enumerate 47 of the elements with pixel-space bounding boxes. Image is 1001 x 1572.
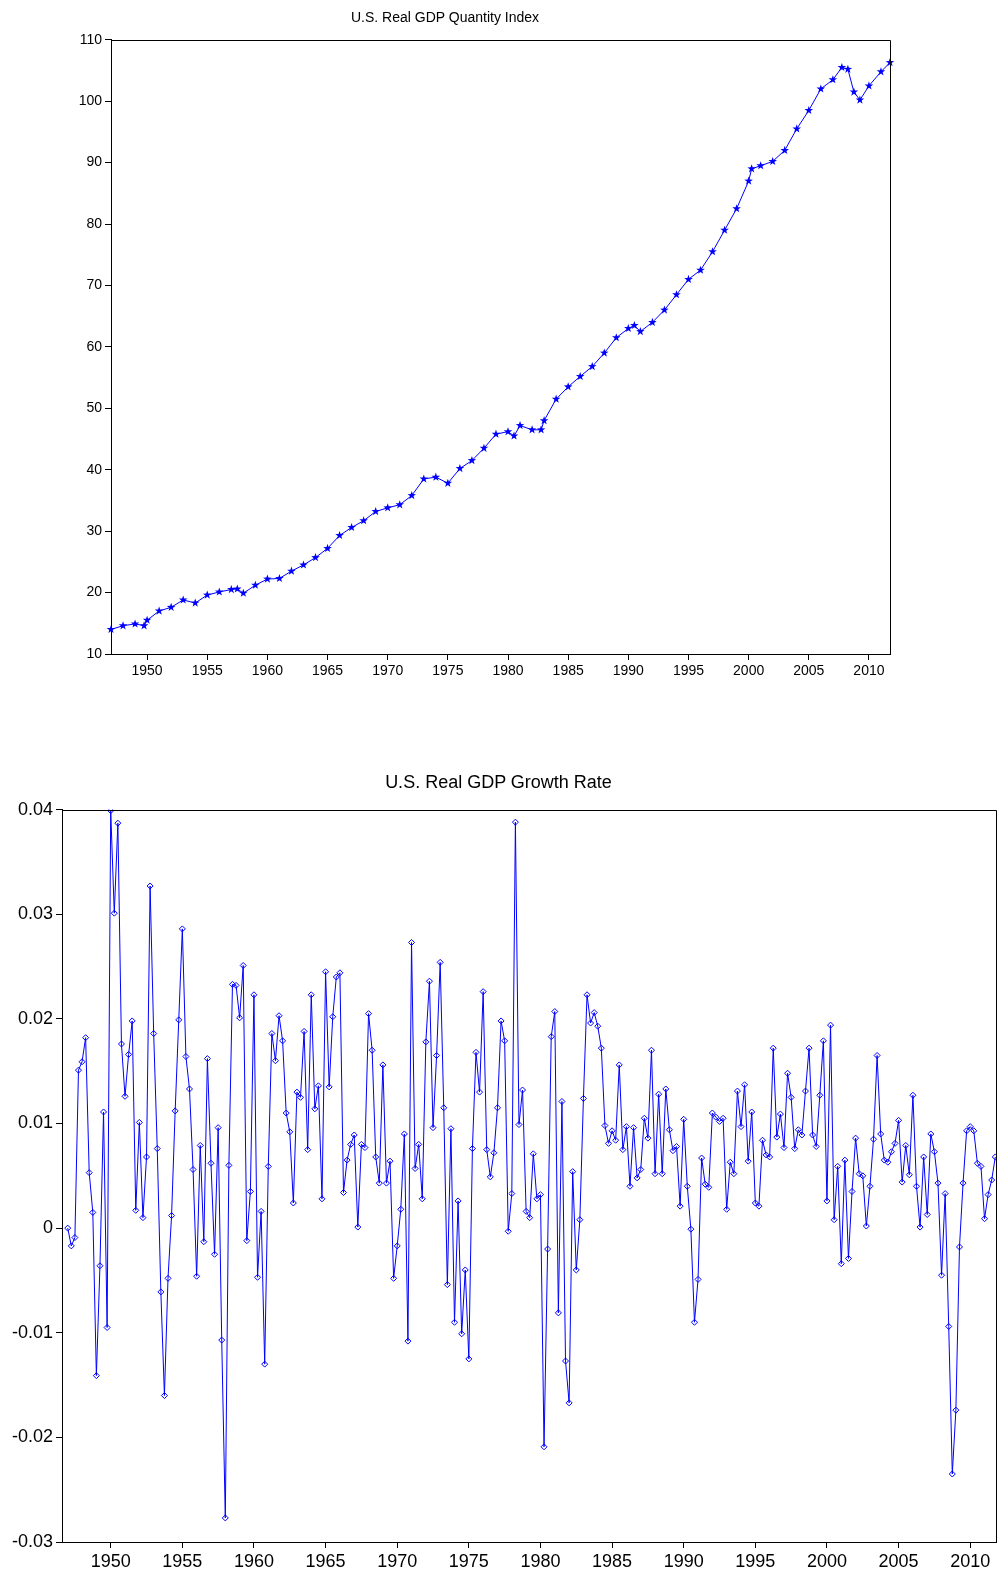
- y-tick-label: 100: [78, 92, 103, 109]
- x-tick-label: 2005: [878, 1550, 919, 1571]
- x-tick-label: 2010: [950, 1550, 991, 1571]
- x-tick-label: 1955: [191, 662, 224, 679]
- y-tick-label: -0.03: [11, 1530, 53, 1551]
- y-tick-label: 0.04: [17, 798, 53, 819]
- y-tick-label: 50: [86, 399, 103, 416]
- x-tick-label: 2000: [806, 1550, 847, 1571]
- y-tick-label: 0.02: [17, 1007, 53, 1028]
- x-tick-label: 1990: [663, 1550, 704, 1571]
- y-tick-label: -0.02: [11, 1426, 53, 1447]
- x-tick-label: 1970: [372, 662, 404, 679]
- chart-title: U.S. Real GDP Growth Rate: [385, 771, 612, 792]
- x-tick-label: 1960: [233, 1550, 274, 1571]
- y-tick-label: 10: [86, 644, 103, 661]
- x-tick-label: 1965: [311, 662, 344, 679]
- y-tick-label: 60: [86, 337, 103, 354]
- x-tick-label: 1985: [552, 662, 584, 679]
- x-tick-label: 1980: [520, 1550, 561, 1571]
- x-tick-label: 2005: [793, 662, 825, 679]
- x-tick-label: 1960: [251, 662, 284, 679]
- x-tick-label: 2000: [733, 662, 765, 679]
- y-tick-label: 110: [79, 30, 103, 47]
- x-tick-label: 1965: [305, 1550, 346, 1571]
- x-tick-label: 1990: [612, 662, 645, 679]
- x-tick-label: 1950: [131, 662, 163, 679]
- x-tick-label: 1975: [448, 1550, 489, 1571]
- x-tick-label: 1995: [735, 1550, 776, 1571]
- y-tick-label: -0.01: [11, 1321, 53, 1342]
- x-tick-label: 1975: [432, 662, 464, 679]
- x-tick-label: 1995: [672, 662, 705, 679]
- y-tick-label: 40: [86, 460, 103, 477]
- y-tick-label: 20: [86, 583, 103, 600]
- chart-title: U.S. Real GDP Quantity Index: [350, 9, 540, 26]
- y-tick-label: 90: [86, 153, 103, 170]
- x-tick-label: 1980: [492, 662, 524, 679]
- y-tick-label: 70: [86, 276, 103, 293]
- y-tick-label: 0.01: [17, 1112, 53, 1133]
- x-tick-label: 1970: [377, 1550, 418, 1571]
- x-tick-label: 2010: [853, 662, 885, 679]
- x-tick-label: 1950: [90, 1550, 131, 1571]
- x-tick-label: 1955: [162, 1550, 203, 1571]
- x-tick-label: 1985: [592, 1550, 633, 1571]
- y-tick-label: 0: [42, 1217, 53, 1238]
- y-tick-label: 80: [86, 214, 103, 231]
- y-tick-label: 0.03: [17, 903, 53, 924]
- y-tick-label: 30: [86, 522, 103, 539]
